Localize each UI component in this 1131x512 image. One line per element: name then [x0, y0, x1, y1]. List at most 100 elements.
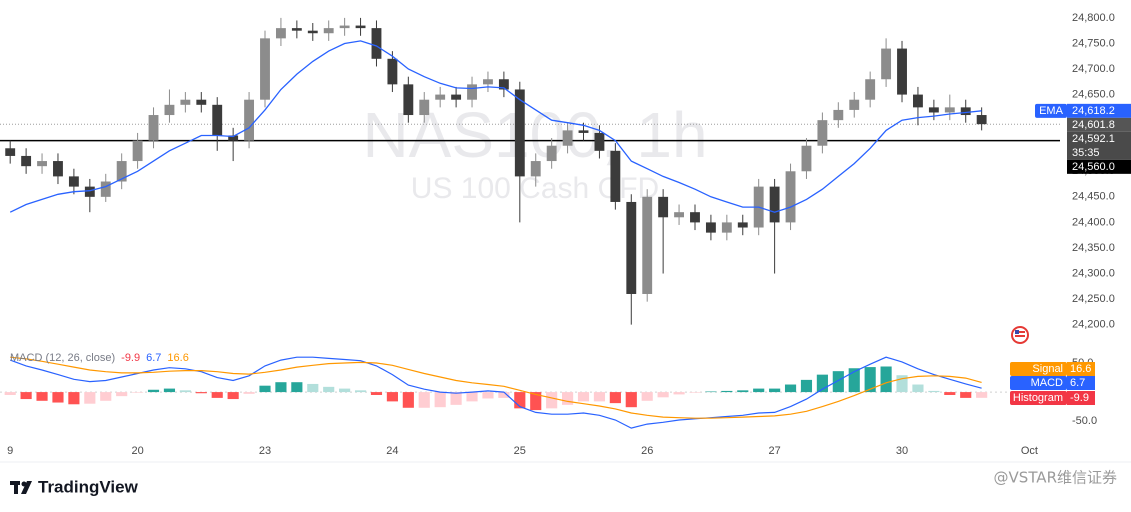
candle-body: [674, 212, 684, 218]
histogram-bar: [402, 392, 414, 408]
candle-body: [371, 28, 382, 59]
histogram-bar: [100, 392, 112, 401]
histogram-bar: [593, 392, 606, 402]
candle-body: [960, 107, 971, 116]
candle-body: [913, 94, 923, 108]
histogram-bar: [163, 388, 176, 393]
x-tick-label: 27: [768, 445, 780, 457]
brand: TradingView: [38, 477, 139, 496]
histogram-bar: [577, 392, 590, 402]
y-tick-label: -50.0: [1072, 415, 1097, 427]
ema-badge-name: EMA: [1039, 105, 1064, 117]
histogram-bar: [896, 375, 908, 393]
flag-icon: [1011, 326, 1029, 344]
price-line-badge: [1067, 117, 1131, 132]
candle-body: [546, 145, 557, 162]
macd-line: [9, 356, 982, 429]
x-tick-label: Oct: [1021, 445, 1038, 457]
series-value: 6.7: [1070, 377, 1085, 389]
candle-body: [164, 104, 175, 116]
candle-body: [690, 212, 700, 223]
candle-body: [594, 132, 605, 151]
histogram-bar: [52, 392, 64, 403]
candle-body: [53, 161, 63, 177]
tradingview-logo: [10, 481, 32, 494]
histogram-bar: [944, 392, 956, 395]
candle-body: [403, 84, 414, 116]
legend-value: -9.9: [121, 352, 140, 364]
series-value-badge: [1067, 376, 1095, 390]
legend-value: MACD (12, 26, close): [10, 352, 115, 364]
candle-body: [801, 145, 812, 172]
candle-body: [928, 107, 939, 113]
candle-body: [84, 186, 95, 197]
histogram-bar: [211, 392, 223, 398]
candle-body: [307, 30, 318, 34]
y-tick-label: 24,400.0: [1072, 216, 1115, 228]
candle-body: [881, 48, 892, 80]
histogram-bar: [259, 385, 271, 393]
x-tick-label: 24: [386, 445, 398, 457]
y-tick-label: 24,750.0: [1072, 37, 1115, 49]
candle-body: [68, 176, 79, 187]
candle-body: [132, 140, 143, 162]
candle-body: [785, 171, 796, 223]
candle-body: [897, 48, 907, 95]
candle-body: [769, 186, 780, 223]
histogram-bar: [784, 384, 797, 393]
histogram-bar: [609, 392, 621, 404]
candle-body: [387, 58, 398, 85]
candle-body: [483, 79, 493, 85]
hline-value: 24,560.0: [1072, 161, 1115, 173]
histogram-bar: [769, 388, 781, 393]
histogram-bar: [482, 392, 494, 399]
histogram-bar: [832, 371, 844, 393]
last-price-value: 24,592.1: [1072, 133, 1115, 145]
series-badge-name: Signal: [1032, 363, 1063, 375]
histogram-bar: [800, 379, 813, 393]
y-tick-label: 24,250.0: [1072, 293, 1115, 305]
candle-body: [849, 99, 860, 110]
histogram-bar: [976, 392, 988, 398]
ema-value-badge: [1067, 103, 1131, 118]
series-badge: [1010, 376, 1067, 390]
legend-value: 16.6: [167, 352, 188, 364]
candle-body: [291, 28, 302, 31]
histogram-bar: [370, 392, 383, 395]
histogram-bar: [386, 392, 398, 402]
y-tick-label: 24,450.0: [1072, 191, 1115, 203]
series-value: -9.9: [1070, 392, 1089, 404]
histogram-bar: [466, 392, 478, 402]
candle-body: [705, 222, 716, 233]
candle-body: [658, 196, 669, 218]
ema-badge: [1035, 103, 1067, 118]
candle-body: [467, 84, 477, 100]
candle-body: [626, 201, 637, 294]
histogram-bar: [848, 368, 860, 393]
histogram-bar: [84, 392, 96, 404]
histogram-bar: [4, 392, 16, 395]
histogram-bar: [179, 390, 191, 393]
indicator-legend: MACD (12, 26, close) -9.9 6.7 16.6: [10, 352, 189, 364]
histogram-bar: [20, 392, 32, 400]
histogram-bar: [641, 392, 653, 401]
signal-line: [10, 356, 982, 419]
histogram-bar: [291, 382, 303, 393]
candle-body: [833, 109, 844, 121]
x-tick-label: 23: [259, 445, 271, 457]
histogram-bar: [243, 392, 255, 394]
candle-body: [100, 181, 111, 197]
watermark: NAS100, 1h US 100 Cash CFD: [362, 99, 707, 205]
description-watermark: US 100 Cash CFD: [411, 172, 659, 205]
candle-body: [817, 120, 828, 146]
candle-body: [180, 99, 191, 105]
histogram-bar: [36, 392, 48, 401]
histogram-bar: [705, 391, 717, 393]
series-badge-name: MACD: [1031, 377, 1063, 389]
histogram-bar: [657, 392, 669, 398]
histogram-bar: [737, 390, 749, 393]
candle-body: [5, 148, 16, 156]
histogram-bar: [116, 392, 128, 397]
source-watermark: @VSTAR维信证券: [994, 469, 1117, 487]
series-value-badge: [1067, 362, 1095, 376]
